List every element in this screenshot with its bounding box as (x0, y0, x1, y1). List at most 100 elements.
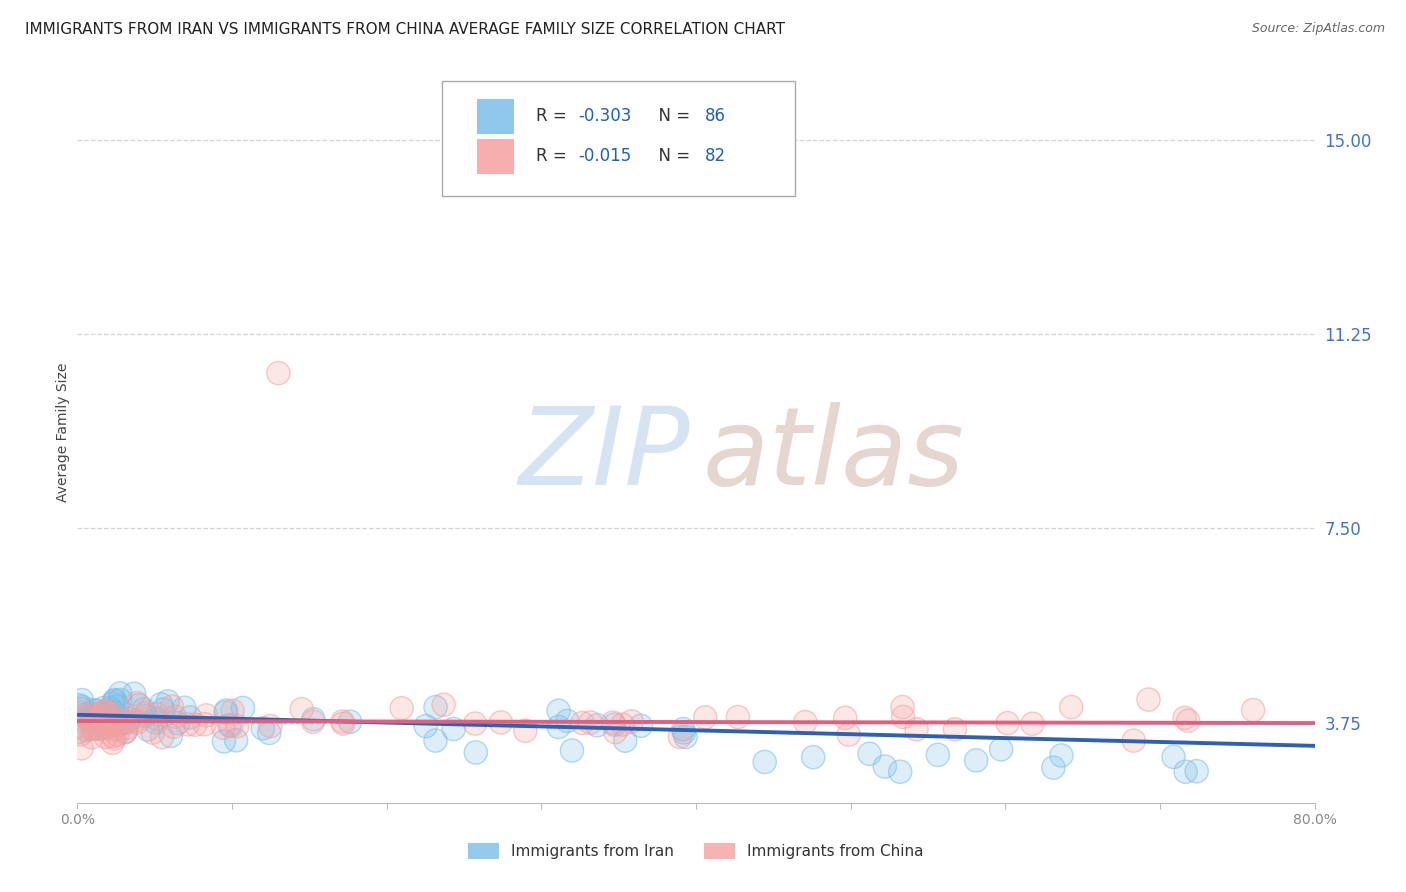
Point (834, 711, 856, 725)
Point (112, 715, 135, 730)
Point (70, 741, 93, 756)
Point (891, 700, 914, 714)
Point (1174, 711, 1197, 725)
Point (443, 722, 465, 736)
Point (905, 723, 928, 737)
Point (103, 729, 125, 743)
Point (838, 728, 860, 742)
Point (602, 715, 624, 730)
Point (96, 704, 118, 718)
Point (194, 717, 217, 731)
Point (675, 730, 697, 744)
Point (425, 700, 447, 714)
Point (108, 686, 131, 700)
Point (212, 721, 235, 735)
Point (162, 720, 184, 734)
Point (555, 714, 578, 728)
Point (167, 716, 190, 731)
Point (614, 733, 637, 747)
Point (571, 715, 593, 730)
Point (219, 719, 242, 733)
Point (75, 711, 97, 725)
Point (152, 703, 174, 717)
Point (103, 731, 125, 746)
Point (291, 702, 314, 716)
Point (118, 712, 141, 726)
FancyBboxPatch shape (443, 81, 794, 195)
Point (586, 718, 609, 732)
FancyBboxPatch shape (477, 138, 515, 174)
Point (571, 715, 593, 730)
Point (79, 722, 101, 736)
Point (86, 713, 108, 727)
Point (672, 725, 695, 739)
Point (128, 698, 150, 713)
Point (1177, 714, 1199, 728)
Point (114, 723, 136, 738)
Point (135, 708, 157, 723)
Point (614, 733, 637, 747)
Point (1137, 692, 1160, 706)
Point (70, 702, 93, 716)
Point (132, 702, 155, 716)
Point (489, 715, 512, 730)
Point (108, 714, 131, 728)
Point (115, 721, 138, 735)
Point (302, 714, 325, 729)
Point (561, 743, 583, 757)
Point (75, 707, 97, 722)
Point (391, 701, 413, 715)
Point (160, 699, 183, 714)
Point (94, 720, 117, 734)
Point (891, 710, 914, 724)
Point (160, 729, 183, 743)
Point (125, 696, 148, 710)
Point (76, 723, 98, 738)
Point (219, 719, 242, 733)
Point (108, 686, 131, 700)
Point (215, 704, 238, 718)
Point (965, 753, 987, 767)
Point (70, 699, 93, 714)
Point (101, 707, 124, 722)
Point (152, 703, 174, 717)
Point (149, 697, 172, 711)
Point (103, 694, 125, 708)
Text: N =: N = (648, 108, 695, 126)
Text: N =: N = (648, 147, 695, 165)
Point (94, 714, 117, 729)
Text: R =: R = (536, 108, 572, 126)
Point (332, 716, 354, 731)
Point (225, 733, 247, 747)
Point (1174, 764, 1197, 779)
Point (630, 719, 652, 733)
Point (990, 742, 1012, 756)
Point (794, 715, 817, 730)
Point (754, 755, 776, 769)
Point (146, 712, 169, 726)
Point (83, 703, 105, 717)
Point (93, 700, 115, 714)
Point (218, 718, 240, 732)
Point (135, 706, 157, 720)
Point (115, 715, 138, 730)
Point (173, 700, 195, 714)
Point (108, 714, 131, 728)
Point (110, 693, 132, 707)
Point (965, 753, 987, 767)
Point (90, 714, 112, 729)
Point (86, 704, 108, 718)
Point (145, 715, 167, 730)
Point (464, 716, 486, 731)
Point (118, 712, 141, 726)
Point (101, 697, 124, 711)
Point (94, 730, 117, 744)
Point (1241, 703, 1264, 717)
Point (105, 706, 128, 721)
Point (464, 746, 486, 760)
Point (94, 706, 117, 720)
Point (603, 717, 626, 731)
Point (602, 715, 624, 730)
Point (82, 715, 104, 730)
Point (96, 704, 118, 718)
